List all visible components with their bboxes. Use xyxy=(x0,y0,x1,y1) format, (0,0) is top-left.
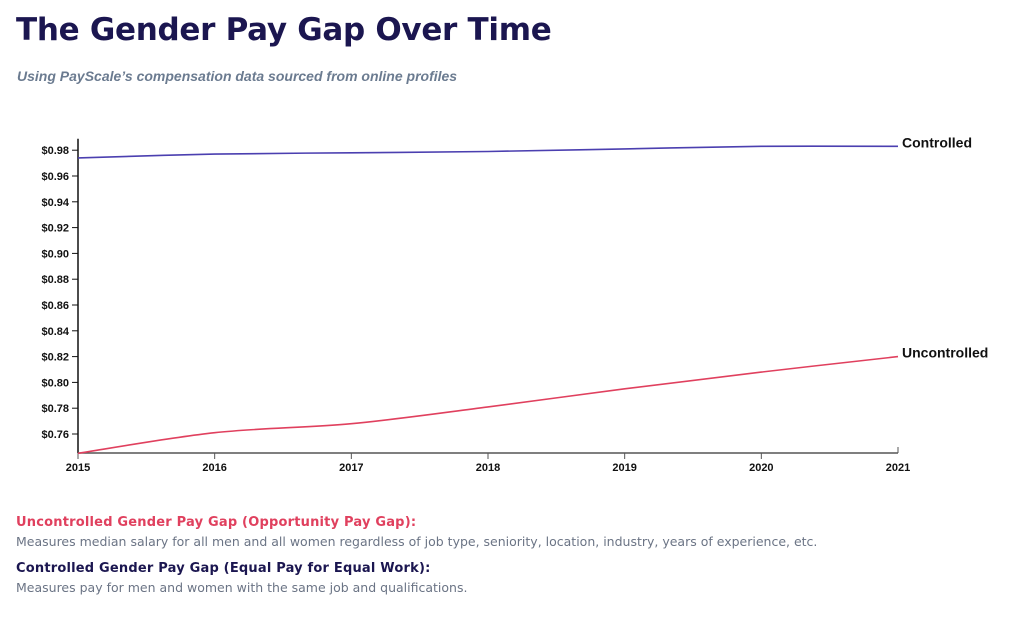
y-tick-label: $0.88 xyxy=(41,274,69,286)
y-tick-label: $0.80 xyxy=(41,377,69,389)
y-tick-label: $0.90 xyxy=(41,248,69,260)
page-title: The Gender Pay Gap Over Time xyxy=(16,12,552,48)
x-tick-label: 2016 xyxy=(202,462,226,474)
y-tick-label: $0.78 xyxy=(41,403,69,415)
series-layer: Controlled Uncontrolled xyxy=(77,134,988,455)
y-tick-label: $0.86 xyxy=(41,300,69,312)
x-tick-label: 2015 xyxy=(66,462,90,474)
uncontrolled-heading: Uncontrolled Gender Pay Gap (Opportunity… xyxy=(16,515,417,530)
uncontrolled-description: Measures median salary for all men and a… xyxy=(16,534,818,549)
x-tick-label: 2020 xyxy=(749,462,773,474)
y-tick-label: $0.76 xyxy=(41,429,69,441)
y-tick-label: $0.82 xyxy=(41,352,69,364)
x-tick-label: 2019 xyxy=(612,462,636,474)
x-tick-label: 2017 xyxy=(339,462,363,474)
controlled-description: Measures pay for men and women with the … xyxy=(16,580,468,595)
line-chart: $0.76 $0.78 $0.80 $0.82 $0.84 $0.86 $0.88 $0.90… xyxy=(41,134,988,474)
controlled-heading: Controlled Gender Pay Gap (Equal Pay for… xyxy=(16,561,431,576)
y-tick-label: $0.94 xyxy=(41,197,69,209)
uncontrolled-series-line xyxy=(77,355,899,455)
controlled-series-line xyxy=(77,145,899,159)
x-tick-label: 2018 xyxy=(476,462,500,474)
y-tick-label: $0.96 xyxy=(41,171,69,183)
x-tick-label: 2021 xyxy=(886,462,910,474)
y-tick-label: $0.92 xyxy=(41,223,69,235)
x-axis: 2015 2016 2017 2018 2019 2020 2021 xyxy=(66,447,910,474)
uncontrolled-series-label: Uncontrolled xyxy=(902,345,988,361)
y-axis: $0.76 $0.78 $0.80 $0.82 $0.84 $0.86 $0.88 $0.90… xyxy=(41,138,79,453)
page-subtitle: Using PayScale’s compensation data sourc… xyxy=(17,68,458,84)
y-tick-label: $0.98 xyxy=(41,145,69,157)
controlled-series-label: Controlled xyxy=(902,134,972,150)
y-tick-label: $0.84 xyxy=(41,326,69,338)
legend: Uncontrolled Gender Pay Gap (Opportunity… xyxy=(16,515,817,607)
